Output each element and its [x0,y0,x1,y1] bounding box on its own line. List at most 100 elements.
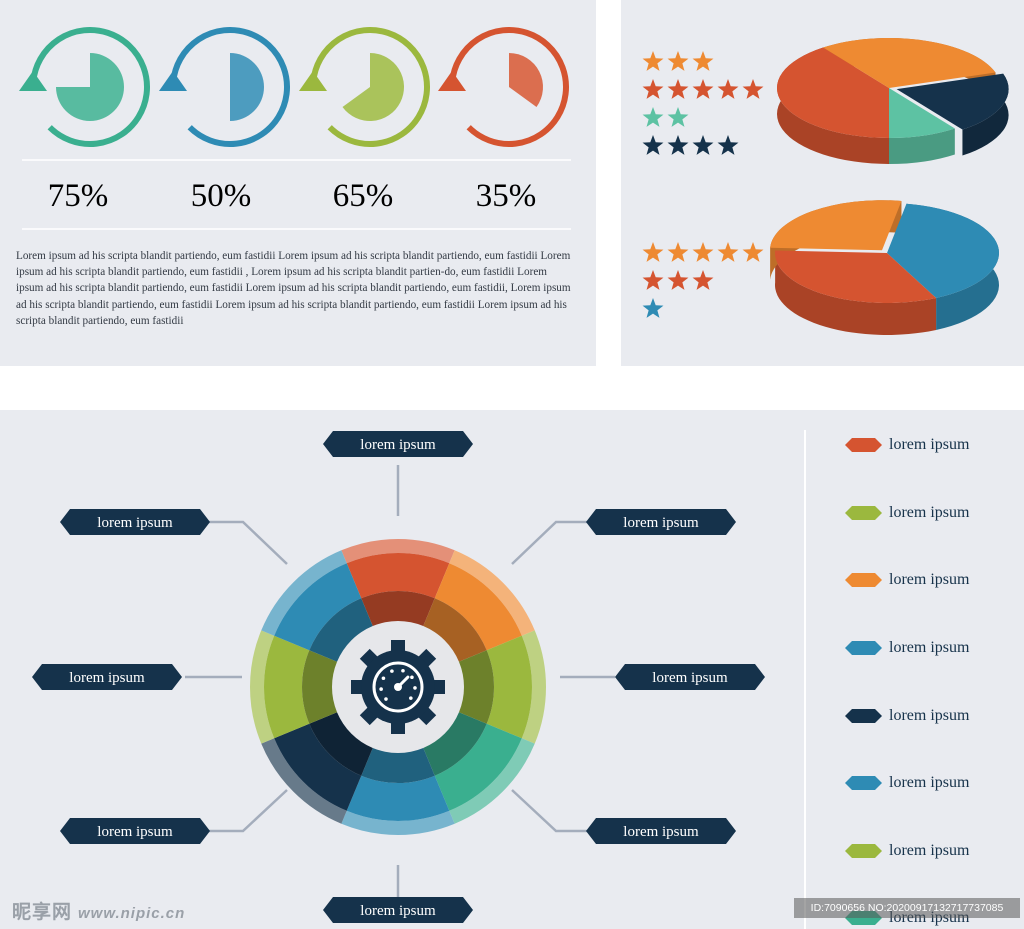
callout-badge [586,509,736,535]
callout-badge [615,664,765,690]
donut-rim [250,630,275,744]
progress-ring-1 [19,27,150,147]
gauge-tick [384,697,388,701]
rating-row-1 [642,51,714,71]
star-icon [667,51,689,71]
star-icon [742,242,764,262]
legend-swatch-3 [845,573,882,587]
rating-row-4 [642,135,739,155]
donut-rim [261,550,347,636]
callout-badge [60,818,210,844]
donut-rim [341,539,455,564]
watermark-logo: 昵享网 [12,902,73,923]
donut-inner-slice [421,710,487,776]
donut-panel: lorem ipsum lorem ipsum lorem ipsum lorem i… [0,410,1024,929]
star-icon [667,135,689,155]
legend-swatch-2 [845,506,882,520]
progress-label-1: 75% [47,178,109,214]
pie-chart-bottom [770,200,999,335]
pie-side [962,73,1009,156]
donut-inner-slice [302,650,341,724]
ring-track [170,27,290,147]
star-icon [667,107,689,127]
callout-connector [511,520,595,565]
callout-label-4: lorem ipsum [586,818,736,844]
legend-swatch-4 [845,641,882,655]
rating-row-2 [642,270,714,290]
callout-badge [586,818,736,844]
progress-fill [56,53,124,121]
donut-slice [346,553,450,599]
photo-id-badge: ID:7090656 NO:20200917132717737085 [794,898,1020,918]
progress-fill [342,53,404,122]
rating-row-2 [642,79,764,99]
donut-chart: lorem ipsum lorem ipsum lorem ipsum lorem i… [32,430,882,929]
star-icon [692,270,714,290]
gauge-tick [413,686,417,690]
callout-text: lorem ipsum [97,824,173,840]
legend-swatch-7 [845,844,882,858]
arrow-head-icon [438,71,466,91]
donut-rim [341,810,455,835]
callout-label-1: lorem ipsum [323,431,473,457]
callout-connector [205,789,288,833]
callout-text: lorem ipsum [623,515,699,531]
pie-slice [775,250,937,303]
legend-swatch-6 [845,776,882,790]
ring-track [30,27,150,147]
callout-text: lorem ipsum [360,437,436,453]
callout-badge [32,664,182,690]
rating-row-1 [642,242,764,262]
callout-label-8: lorem ipsum [60,509,210,535]
star-icon [692,79,714,99]
callout-label-5: lorem ipsum [323,897,473,923]
star-icon [642,135,664,155]
progress-fill [509,53,543,107]
callout-text: lorem ipsum [69,670,145,686]
ring-track [310,27,430,147]
pie-slice [823,38,996,88]
callout-label-3: lorem ipsum [615,664,765,690]
star-icon [717,79,739,99]
donut-inner-slice [309,598,375,664]
callout-text: lorem ipsum [652,670,728,686]
callout-connector [511,789,595,833]
donut-slice [274,563,362,651]
star-icon [667,270,689,290]
legend-label-6: lorem ipsum [889,774,970,791]
star-icon [642,79,664,99]
star-icon [642,270,664,290]
donut-slice [434,563,522,651]
body-paragraph: Lorem ipsum ad his scripta blandit parti… [16,250,571,327]
star-icon [642,242,664,262]
watermark-url: www.nipic.cn [78,905,186,922]
star-icon [717,135,739,155]
rating-row-3 [642,107,689,127]
rating-row-3 [642,298,664,318]
progress-label-4: 35% [475,178,537,214]
star-icon [742,79,764,99]
progress-panel: 75% 50% 65% 35% Lorem ipsum ad his scrip… [0,0,596,366]
gauge-tick [390,669,394,673]
progress-ring-3 [299,27,430,147]
progress-label-2: 50% [190,178,252,214]
legend-label-1: lorem ipsum [889,436,970,453]
donut-inner-slice [455,650,494,724]
progress-ring-2 [159,27,290,147]
ring-track [449,27,569,147]
pie-slice [896,73,1009,130]
callout-connector [205,520,288,565]
gear-gauge-icon [351,640,445,734]
donut-inner-slice [361,744,435,783]
star-icon [692,242,714,262]
pie-slice [887,203,999,298]
donut-slice [486,635,532,739]
donut-inner-slice [361,591,435,630]
legend-label-5: lorem ipsum [889,707,970,724]
callout-badge [323,431,473,457]
arrow-head-icon [299,71,327,91]
star-icon [667,79,689,99]
callout-text: lorem ipsum [97,515,173,531]
callout-text: lorem ipsum [623,824,699,840]
legend-swatch-5 [845,709,882,723]
